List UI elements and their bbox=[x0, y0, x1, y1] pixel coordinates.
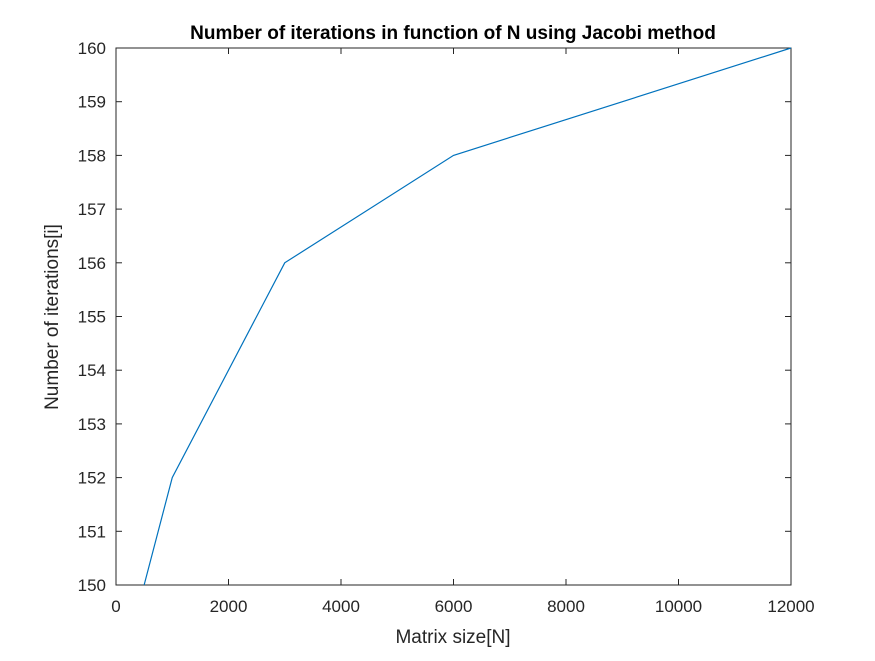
x-tick-label: 10000 bbox=[655, 597, 702, 616]
y-tick-label: 150 bbox=[78, 576, 106, 595]
y-tick-label: 157 bbox=[78, 200, 106, 219]
y-tick-label: 151 bbox=[78, 522, 106, 541]
x-tick-label: 0 bbox=[111, 597, 120, 616]
y-tick-label: 158 bbox=[78, 146, 106, 165]
x-axis-label: Matrix size[N] bbox=[395, 627, 510, 648]
x-tick-label: 4000 bbox=[322, 597, 360, 616]
x-tick-label: 6000 bbox=[435, 597, 473, 616]
chart-title: Number of iterations in function of N us… bbox=[190, 23, 716, 44]
y-axis-label: Number of iterations[i] bbox=[42, 224, 63, 410]
x-tick-label: 2000 bbox=[210, 597, 248, 616]
x-tick-label: 8000 bbox=[547, 597, 585, 616]
y-tick-label: 159 bbox=[78, 93, 106, 112]
x-tick-label: 12000 bbox=[767, 597, 814, 616]
y-tick-label: 153 bbox=[78, 415, 106, 434]
y-tick-label: 160 bbox=[78, 39, 106, 58]
y-tick-label: 156 bbox=[78, 254, 106, 273]
axes-box bbox=[116, 48, 791, 585]
y-tick-label: 154 bbox=[78, 361, 106, 380]
y-tick-label: 152 bbox=[78, 469, 106, 488]
plot-area: 0 2000 4000 6000 8000 10000 12000 150 151 152 153 1… bbox=[78, 39, 815, 616]
y-tick-label: 155 bbox=[78, 308, 106, 327]
